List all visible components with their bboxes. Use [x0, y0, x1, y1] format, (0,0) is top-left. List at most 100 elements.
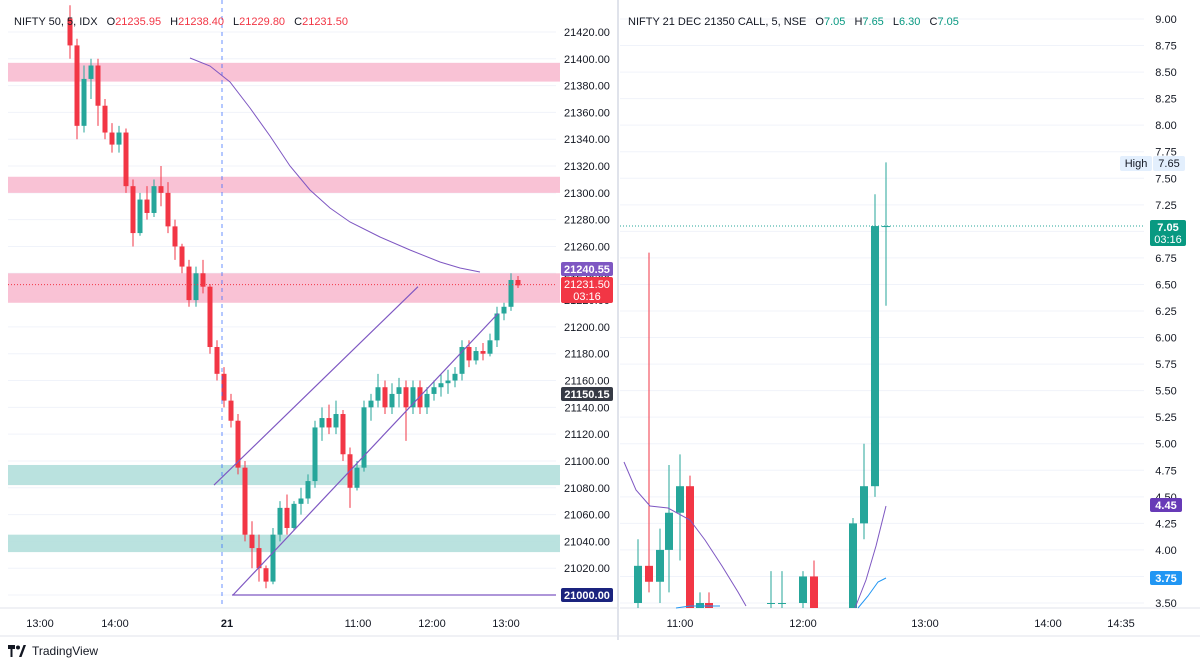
left-level-1-text: 21150.15: [564, 389, 609, 401]
supply-zone: [8, 273, 560, 303]
candle-body: [67, 18, 73, 46]
left-time-tick: 11:00: [345, 618, 372, 630]
candle-body: [305, 481, 311, 499]
supply-zone: [8, 176, 560, 193]
moving-average-line: [189, 57, 481, 273]
candle-body: [102, 105, 108, 133]
candle-body: [634, 565, 642, 603]
candle-body: [291, 503, 297, 528]
right-price-tick: 5.75: [1155, 359, 1176, 371]
left-legend: NIFTY 50, 5, IDX O21235.95 H21238.40 L21…: [14, 16, 348, 28]
right-time-tick: 14:35: [1107, 618, 1135, 630]
candle-body: [172, 226, 178, 247]
candle-body: [123, 132, 129, 187]
right-high-value: 7.65: [1158, 158, 1179, 170]
candle-body: [767, 603, 775, 604]
left-price-tick: 21380.00: [564, 81, 610, 93]
right-ma-1-text: 4.45: [1155, 500, 1176, 512]
candle-body: [396, 387, 402, 394]
right-time-tick: 11:00: [667, 618, 694, 630]
candle-body: [74, 45, 80, 126]
candle-body: [158, 186, 164, 193]
candle-body: [438, 383, 444, 388]
right-legend-c-label: C: [929, 16, 937, 28]
candle-body: [686, 486, 694, 608]
left-time-tick: 14:00: [101, 618, 129, 630]
candle-body: [494, 313, 500, 341]
candle-body: [375, 387, 381, 401]
candle-body: [333, 414, 339, 428]
candle-body: [256, 548, 262, 569]
candle-body: [95, 65, 101, 106]
left-price-tick: 21260.00: [564, 241, 610, 253]
right-price-tick: 6.25: [1155, 306, 1176, 318]
left-ma-badge-text: 21240.55: [564, 264, 610, 276]
right-price-axis[interactable]: 3.503.754.004.254.504.755.005.255.505.75…: [1155, 14, 1176, 610]
right-last-price: 7.05: [1157, 222, 1178, 234]
left-price-tick: 21360.00: [564, 107, 610, 119]
candle-body: [799, 576, 807, 603]
right-high-badge: High 7.65: [1120, 156, 1185, 171]
right-countdown: 03:16: [1154, 234, 1182, 246]
left-price-tick: 21100.00: [564, 456, 609, 468]
left-price-tick: 21020.00: [564, 563, 610, 575]
right-price-tick: 5.00: [1155, 439, 1176, 451]
right-ma-line-1: [623, 461, 747, 607]
right-price-tick: 4.25: [1155, 518, 1176, 530]
candle-body: [130, 186, 136, 234]
right-legend-l-label: L: [893, 16, 899, 28]
left-legend-high: 21238.40: [178, 16, 224, 28]
right-price-tick: 8.75: [1155, 41, 1176, 53]
candle-body: [81, 78, 87, 126]
candle-body: [508, 279, 514, 307]
candle-body: [410, 387, 416, 408]
right-ma-badge-1: 4.45: [1150, 498, 1182, 512]
candle-body: [298, 498, 304, 504]
right-candles: [634, 162, 890, 608]
left-zones: [8, 62, 560, 553]
candle-body: [473, 351, 479, 361]
right-ma-line-2b: [857, 577, 887, 609]
right-price-tick: 5.50: [1155, 386, 1176, 398]
left-price-tick: 21120.00: [564, 429, 609, 441]
right-time-tick: 12:00: [789, 618, 817, 630]
left-last-price-badge: 21231.50 03:16: [561, 277, 613, 303]
candle-body: [221, 373, 227, 401]
candle-body: [515, 279, 521, 286]
left-last-price: 21231.50: [564, 279, 610, 291]
right-price-tick: 8.00: [1155, 120, 1176, 132]
candle-body: [382, 387, 388, 408]
left-legend-o-label: O: [107, 16, 116, 28]
right-time-axis[interactable]: 11:00 12:00 13:00 14:00 14:35: [667, 618, 1135, 630]
left-time-axis[interactable]: 13:00 14:00 21 11:00 12:00 13:00: [26, 618, 520, 630]
left-legend-open: 21235.95: [115, 16, 161, 28]
left-level-badge-2: 21000.00: [561, 588, 613, 602]
left-price-tick: 21140.00: [564, 402, 609, 414]
candle-body: [144, 199, 150, 213]
left-price-tick: 21040.00: [564, 536, 610, 548]
left-price-tick: 21280.00: [564, 215, 610, 227]
right-price-tick: 5.25: [1155, 412, 1176, 424]
right-legend-o-label: O: [815, 16, 824, 28]
left-overlays: [8, 0, 556, 608]
right-price-tick: 6.00: [1155, 333, 1176, 345]
right-legend: NIFTY 21 DEC 21350 CALL, 5, NSE O7.05 H7…: [628, 16, 959, 28]
right-legend-open: 7.05: [824, 16, 845, 28]
left-legend-l-label: L: [233, 16, 239, 28]
right-legend-high: 7.65: [862, 16, 883, 28]
left-price-axis[interactable]: 21000.00 21020.00 21040.00 21060.00 21080.00…: [564, 27, 610, 602]
right-price-tick: 7.75: [1155, 147, 1176, 159]
channel-upper-line: [213, 286, 419, 486]
right-ma-badge-2: 3.75: [1150, 571, 1182, 585]
candle-body: [137, 199, 143, 234]
right-high-tag: High: [1125, 158, 1148, 170]
candle-body: [193, 273, 199, 301]
left-time-tick: 13:00: [492, 618, 520, 630]
demand-zone: [8, 464, 560, 486]
left-level-badge-1: 21150.15: [561, 387, 613, 401]
candle-body: [312, 427, 318, 482]
candle-body: [354, 467, 360, 488]
candle-body: [165, 192, 171, 227]
candle-body: [882, 226, 890, 228]
